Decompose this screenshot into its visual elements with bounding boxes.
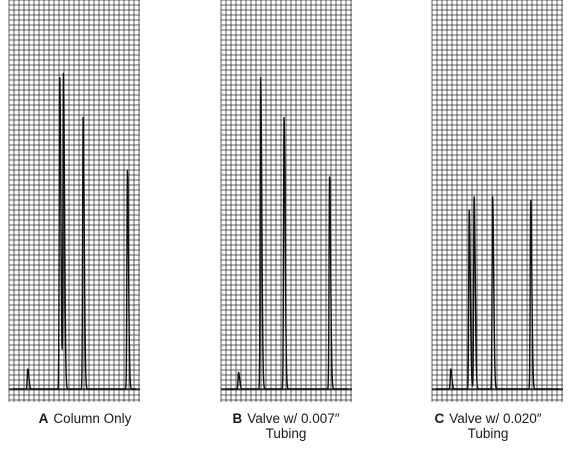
- peak-apex-2: [468, 209, 470, 211]
- chromatogram-chart-b: [220, 0, 352, 402]
- peak-apex-3: [283, 116, 285, 119]
- peak-apex-2: [59, 77, 61, 79]
- chromatogram-chart-c: [431, 0, 563, 402]
- caption-text-b-line2: Tubing: [265, 426, 307, 441]
- caption-letter-c: C: [434, 411, 445, 426]
- caption-letter-a: A: [38, 411, 49, 426]
- grid: [8, 0, 140, 402]
- chromatogram-panel-c: [430, 0, 565, 405]
- peak-apex-3: [62, 73, 65, 76]
- caption-text-c-line2: Tubing: [467, 426, 509, 441]
- caption-text-b: Valve w/ 0.007″: [247, 411, 340, 426]
- peak-apex-1: [450, 368, 452, 370]
- grid: [431, 0, 563, 402]
- signal-trace: [12, 72, 137, 390]
- signal-trace: [435, 196, 560, 390]
- peak-apex-4: [491, 196, 494, 198]
- caption-b: B Valve w/ 0.007″ Tubing: [201, 411, 371, 441]
- peak-apex-1: [237, 371, 240, 374]
- chromatogram-panel-a: [7, 0, 142, 405]
- caption-c: C Valve w/ 0.020″ Tubing: [403, 411, 573, 441]
- signal-trace: [224, 77, 349, 390]
- peak-apex-1: [27, 368, 29, 370]
- chromatogram-chart-a: [8, 0, 140, 402]
- peak-apex-4: [328, 176, 331, 178]
- peak-apex-3: [473, 196, 475, 198]
- caption-text-c: Valve w/ 0.020″: [449, 411, 542, 426]
- caption-a: A Column Only: [0, 411, 170, 426]
- caption-letter-b: B: [232, 411, 243, 426]
- chromatogram-panel-b: [219, 0, 354, 405]
- peak-apex-5: [530, 199, 532, 201]
- caption-text-a: Column Only: [53, 411, 132, 426]
- peak-apex-5: [126, 169, 128, 172]
- peak-apex-2: [260, 77, 262, 79]
- peak-apex-4: [82, 116, 84, 119]
